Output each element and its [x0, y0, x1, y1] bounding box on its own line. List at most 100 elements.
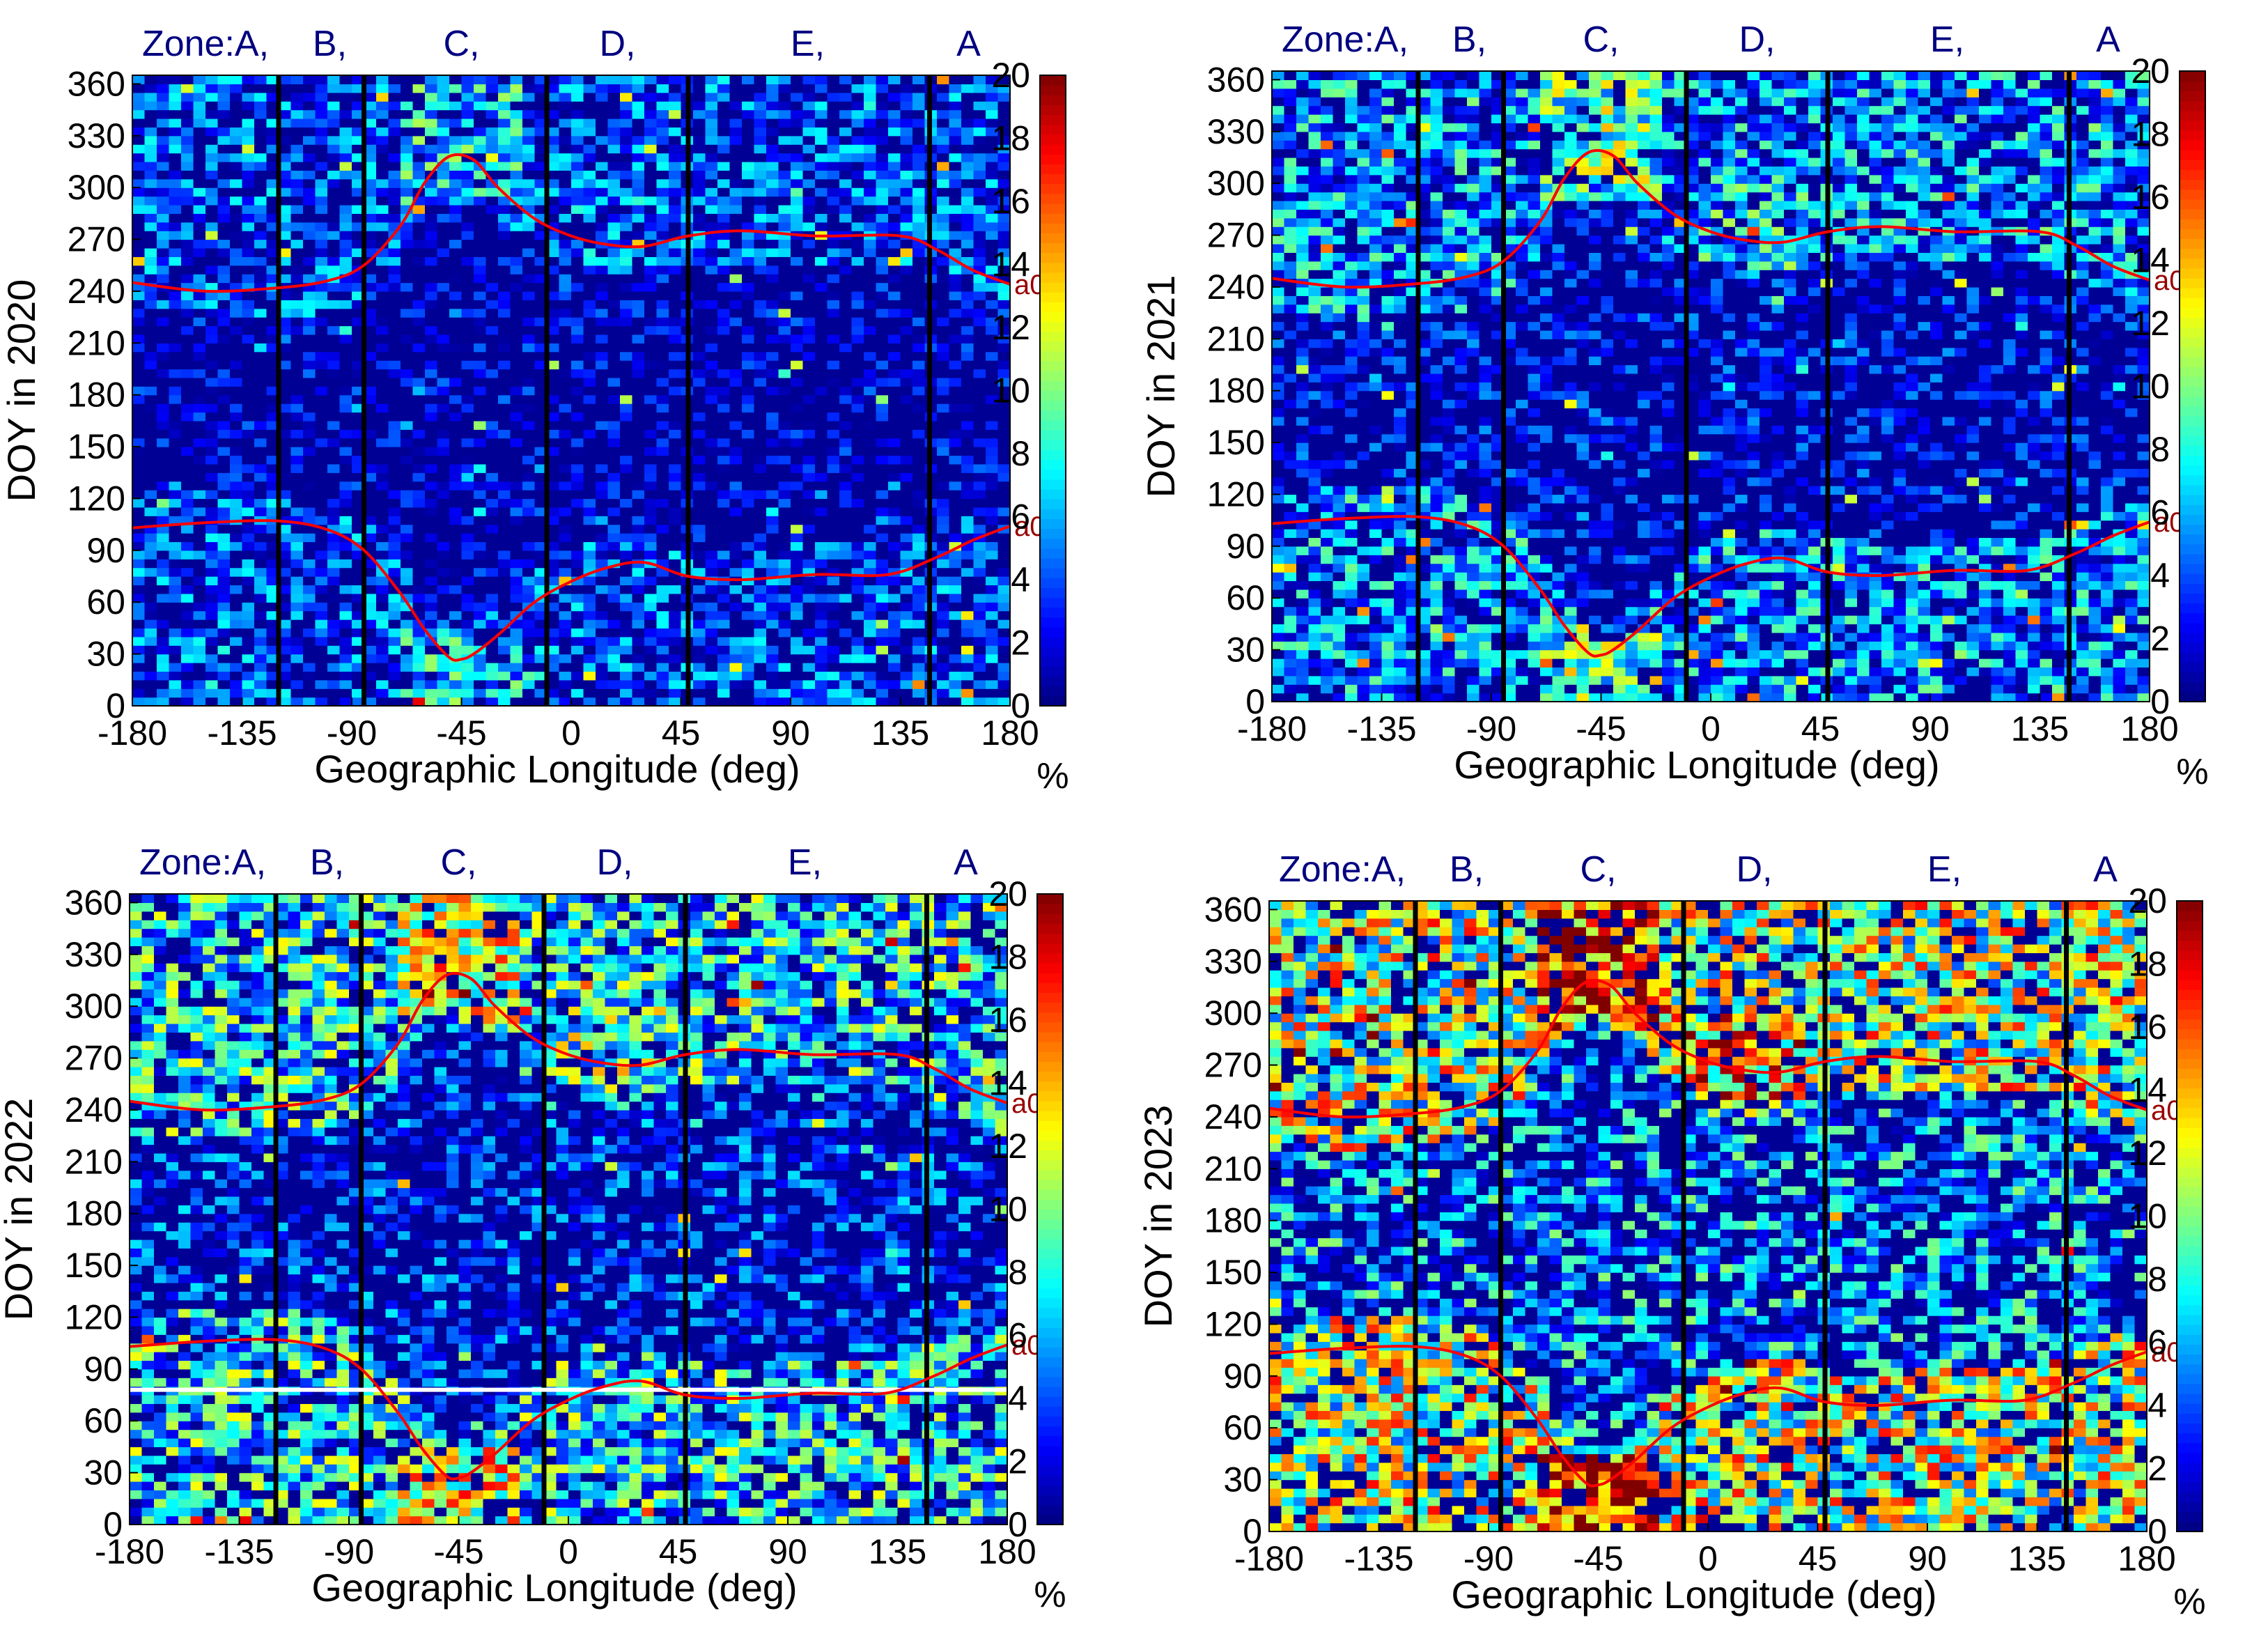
heatmap-cell	[413, 472, 426, 481]
heatmap-cell	[425, 611, 437, 620]
heatmap-cell	[901, 680, 913, 689]
heatmap-cell	[327, 412, 340, 421]
heatmap-cell	[730, 352, 743, 361]
heatmap-cell	[522, 585, 535, 594]
heatmap-cell	[511, 568, 523, 577]
heatmap-cell	[937, 369, 949, 378]
heatmap-cell	[584, 464, 596, 473]
heatmap-cell	[449, 541, 462, 550]
heatmap-cell	[303, 550, 316, 560]
heatmap-cell	[961, 550, 974, 560]
heatmap-cell	[511, 472, 523, 481]
heatmap-cell	[912, 464, 925, 473]
heatmap-cell	[376, 421, 389, 430]
heatmap-cell	[717, 490, 730, 499]
heatmap-cell	[839, 611, 852, 620]
heatmap-cell	[717, 619, 730, 628]
heatmap-cell	[303, 611, 316, 620]
heatmap-cell	[559, 352, 572, 361]
heatmap-cell	[937, 525, 949, 534]
heatmap-cell	[644, 352, 657, 361]
heatmap-cell	[608, 447, 621, 456]
heatmap-cell	[828, 533, 840, 542]
heatmap-cell	[766, 352, 779, 361]
heatmap-cell	[242, 671, 255, 680]
heatmap-cell	[937, 559, 949, 568]
heatmap-cell	[218, 352, 231, 361]
heatmap-cell	[669, 490, 681, 499]
heatmap-cell	[901, 507, 913, 516]
heatmap-cell	[632, 680, 645, 689]
heatmap-cell	[254, 663, 267, 672]
heatmap-cell	[596, 386, 608, 395]
heatmap-cell	[145, 490, 157, 499]
heatmap-cell	[620, 403, 632, 412]
heatmap-cell	[194, 533, 206, 542]
heatmap-cell	[766, 671, 779, 680]
heatmap-cell	[644, 369, 657, 378]
heatmap-cell	[511, 438, 523, 447]
heatmap-cell	[486, 611, 499, 620]
heatmap-cell	[949, 688, 962, 697]
heatmap-cell	[522, 378, 535, 387]
heatmap-cell	[254, 550, 267, 560]
heatmap-cell	[608, 464, 621, 473]
heatmap-cell	[974, 498, 986, 507]
heatmap-cell	[157, 412, 169, 421]
heatmap-cell	[974, 507, 986, 516]
heatmap-cell	[145, 576, 157, 585]
heatmap-cell	[669, 611, 681, 620]
heatmap-cell	[205, 688, 218, 697]
heatmap-cell	[389, 533, 401, 542]
heatmap-cell	[230, 619, 242, 628]
heatmap-cell	[474, 550, 486, 560]
heatmap-cell	[449, 403, 462, 412]
heatmap-cell	[437, 412, 450, 421]
heatmap-cell	[730, 429, 743, 438]
heatmap-cell	[864, 585, 876, 594]
heatmap-cell	[901, 464, 913, 473]
heatmap-cell	[559, 369, 572, 378]
heatmap-cell	[401, 386, 413, 395]
heatmap-cell	[730, 525, 743, 534]
heatmap-cell	[986, 481, 998, 491]
heatmap-cell	[876, 455, 889, 464]
heatmap-cell	[620, 663, 632, 672]
heatmap-cell	[230, 429, 242, 438]
heatmap-cell	[132, 697, 145, 707]
heatmap-cell	[986, 671, 998, 680]
heatmap-cell	[522, 559, 535, 568]
heatmap-cell	[194, 352, 206, 361]
heatmap-cell	[230, 637, 242, 646]
heatmap-cell	[632, 490, 645, 499]
heatmap-cell	[949, 576, 962, 585]
heatmap-cell	[766, 697, 779, 707]
heatmap-cell	[791, 429, 803, 438]
heatmap-cell	[791, 412, 803, 421]
heatmap-cell	[571, 663, 584, 672]
heatmap-cell	[181, 438, 194, 447]
heatmap-cell	[437, 369, 450, 378]
heatmap-cell	[803, 576, 816, 585]
heatmap-cell	[632, 594, 645, 603]
heatmap-cell	[437, 619, 450, 628]
heatmap-cell	[657, 395, 669, 404]
heatmap-cell	[620, 455, 632, 464]
heatmap-cell	[474, 490, 486, 499]
heatmap-cell	[791, 455, 803, 464]
heatmap-cell	[620, 585, 632, 594]
heatmap-cell	[986, 412, 998, 421]
heatmap-cell	[511, 654, 523, 663]
heatmap-cell	[254, 369, 267, 378]
heatmap-cell	[401, 412, 413, 421]
heatmap-cell	[132, 568, 145, 577]
heatmap-cell	[706, 619, 718, 628]
heatmap-cell	[828, 498, 840, 507]
heatmap-cell	[486, 680, 499, 689]
heatmap-cell	[340, 472, 352, 481]
heatmap-cell	[596, 369, 608, 378]
heatmap-cell	[803, 645, 816, 654]
heatmap-cell	[901, 472, 913, 481]
heatmap-cell	[815, 654, 828, 663]
heatmap-cell	[596, 507, 608, 516]
